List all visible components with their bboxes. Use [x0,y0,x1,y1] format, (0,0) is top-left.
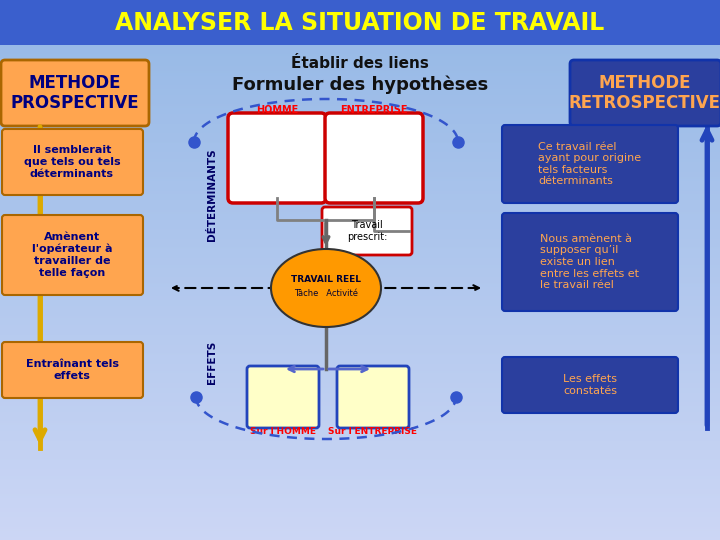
Text: ANALYSER LA SITUATION DE TRAVAIL: ANALYSER LA SITUATION DE TRAVAIL [115,11,605,35]
FancyBboxPatch shape [325,113,423,203]
FancyBboxPatch shape [337,366,409,428]
FancyBboxPatch shape [322,207,412,255]
Ellipse shape [271,249,381,327]
Text: Sur l'HOMME: Sur l'HOMME [250,427,316,436]
Text: Établir des liens: Établir des liens [291,56,429,71]
Text: Formuler des hypothèses: Formuler des hypothèses [232,76,488,94]
FancyBboxPatch shape [570,60,720,126]
FancyBboxPatch shape [502,125,678,203]
Text: Amènent
l'opérateur à
travailler de
telle façon: Amènent l'opérateur à travailler de tell… [32,232,112,278]
Text: Tâche   Activité: Tâche Activité [294,289,358,299]
FancyBboxPatch shape [228,113,326,203]
FancyBboxPatch shape [1,60,149,126]
FancyBboxPatch shape [2,342,143,398]
Text: METHODE
RETROSPECTIVE: METHODE RETROSPECTIVE [569,73,720,112]
FancyBboxPatch shape [502,213,678,311]
Text: TRAVAIL REEL: TRAVAIL REEL [291,274,361,284]
Text: Les effets
constatés: Les effets constatés [563,374,617,396]
Text: Il semblerait
que tels ou tels
déterminants: Il semblerait que tels ou tels détermina… [24,145,120,179]
FancyBboxPatch shape [2,215,143,295]
FancyBboxPatch shape [502,357,678,413]
Text: HOMME: HOMME [256,105,298,115]
FancyBboxPatch shape [2,129,143,195]
Text: Sur l'ENTREPRISE: Sur l'ENTREPRISE [328,427,418,436]
FancyBboxPatch shape [247,366,319,428]
Text: Nous amènent à
supposer qu’il
existe un lien
entre les effets et
le travail réel: Nous amènent à supposer qu’il existe un … [541,234,639,290]
Text: EFFETS: EFFETS [207,340,217,383]
Text: Entraînant tels
effets: Entraînant tels effets [25,359,119,381]
Text: ENTREPRISE: ENTREPRISE [341,105,408,115]
Bar [0,0,720,45]
Text: DÉTERMINANTS: DÉTERMINANTS [207,148,217,241]
Text: METHODE
PROSPECTIVE: METHODE PROSPECTIVE [11,73,139,112]
Text: Travail
prescrit:: Travail prescrit: [347,220,387,242]
Text: Ce travail réel
ayant pour origine
tels facteurs
déterminants: Ce travail réel ayant pour origine tels … [539,141,642,186]
